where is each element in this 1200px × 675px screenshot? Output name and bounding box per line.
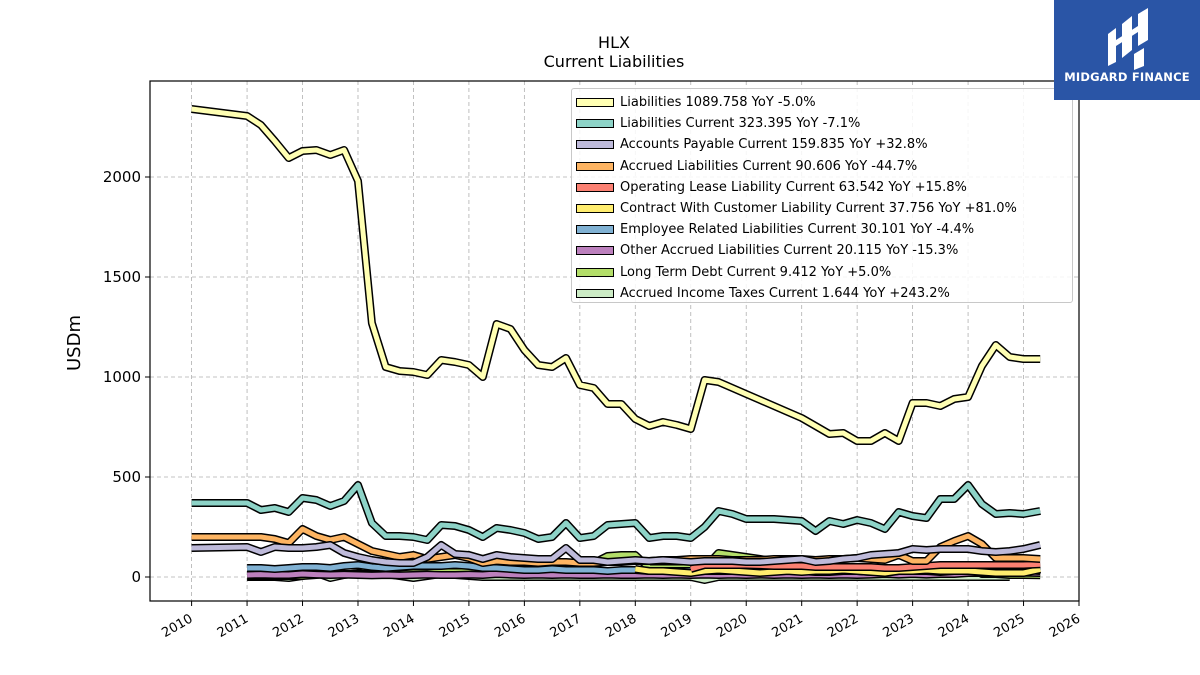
- chart-legend: Liabilities 1089.758 YoY -5.0% Liabilitie…: [571, 88, 1073, 303]
- legend-label: Contract With Customer Liability Current…: [620, 201, 1017, 217]
- x-tick-label: 2025: [991, 611, 1027, 641]
- x-tick-label: 2024: [936, 611, 972, 641]
- legend-swatch: [576, 98, 614, 108]
- legend-item: Operating Lease Liability Current 63.542…: [572, 177, 1072, 198]
- legend-swatch: [576, 267, 614, 277]
- y-tick-label: 2000: [103, 168, 141, 186]
- y-axis-label: USDm: [64, 315, 85, 371]
- legend-item: Other Accrued Liabilities Current 20.115…: [572, 240, 1072, 261]
- x-tick-label: 2015: [437, 611, 473, 641]
- x-tick-label: 2026: [1047, 611, 1083, 641]
- x-tick-label: 2014: [381, 611, 417, 641]
- series-line-liabilities: [191, 106, 1041, 444]
- legend-label: Accounts Payable Current 159.835 YoY +32…: [620, 137, 928, 153]
- x-tick-label: 2010: [159, 611, 195, 641]
- legend-item: Accrued Income Taxes Current 1.644 YoY +…: [572, 283, 1072, 304]
- x-tick-label: 2012: [270, 611, 306, 641]
- x-tick-label: 2016: [492, 611, 528, 641]
- brand-name: MIDGARD FINANCE: [1064, 70, 1190, 84]
- x-tick-label: 2023: [880, 611, 916, 641]
- legend-item: Accrued Liabilities Current 90.606 YoY -…: [572, 156, 1072, 177]
- legend-swatch: [576, 182, 614, 192]
- legend-label: Long Term Debt Current 9.412 YoY +5.0%: [620, 264, 892, 280]
- legend-swatch: [576, 225, 614, 235]
- chart-subtitle: Current Liabilities: [544, 52, 685, 71]
- legend-swatch: [576, 140, 614, 150]
- legend-item: Liabilities Current 323.395 YoY -7.1%: [572, 113, 1072, 134]
- legend-item: Long Term Debt Current 9.412 YoY +5.0%: [572, 262, 1072, 283]
- x-tick-label: 2020: [714, 611, 750, 641]
- y-tick-label: 0: [131, 568, 141, 586]
- series-line-liabilities-current: [191, 482, 1041, 543]
- x-tick-label: 2011: [215, 611, 251, 641]
- legend-swatch: [576, 288, 614, 298]
- legend-swatch: [576, 161, 614, 171]
- legend-label: Liabilities Current 323.395 YoY -7.1%: [620, 116, 861, 132]
- y-tick-label: 500: [112, 468, 141, 486]
- legend-swatch: [576, 204, 614, 214]
- plot-frame: [149, 80, 1080, 602]
- legend-item: Liabilities 1089.758 YoY -5.0%: [572, 92, 1072, 113]
- series-line-accounts-payable-current: [191, 542, 1041, 566]
- legend-item: Employee Related Liabilities Current 30.…: [572, 219, 1072, 240]
- legend-item: Contract With Customer Liability Current…: [572, 198, 1072, 219]
- legend-swatch: [576, 246, 614, 256]
- brand-logo-icon: [1108, 8, 1148, 70]
- series-layer: [191, 105, 1042, 584]
- legend-item: Accounts Payable Current 159.835 YoY +32…: [572, 134, 1072, 155]
- legend-label: Employee Related Liabilities Current 30.…: [620, 222, 975, 238]
- legend-label: Accrued Income Taxes Current 1.644 YoY +…: [620, 285, 950, 301]
- x-tick-label: 2018: [603, 611, 639, 641]
- brand-logo: MIDGARD FINANCE: [1054, 0, 1200, 100]
- x-tick-label: 2019: [659, 611, 695, 641]
- y-tick-label: 1000: [103, 368, 141, 386]
- x-tick-label: 2013: [326, 611, 362, 641]
- x-tick-label: 2021: [770, 611, 806, 641]
- chart-title: HLX: [598, 33, 630, 52]
- legend-label: Other Accrued Liabilities Current 20.115…: [620, 243, 959, 259]
- y-tick-label: 1500: [103, 268, 141, 286]
- x-tick-label: 2017: [548, 611, 584, 641]
- legend-label: Accrued Liabilities Current 90.606 YoY -…: [620, 158, 918, 174]
- legend-label: Operating Lease Liability Current 63.542…: [620, 179, 967, 195]
- legend-label: Liabilities 1089.758 YoY -5.0%: [620, 95, 816, 111]
- x-tick-label: 2022: [825, 611, 861, 641]
- legend-swatch: [576, 119, 614, 129]
